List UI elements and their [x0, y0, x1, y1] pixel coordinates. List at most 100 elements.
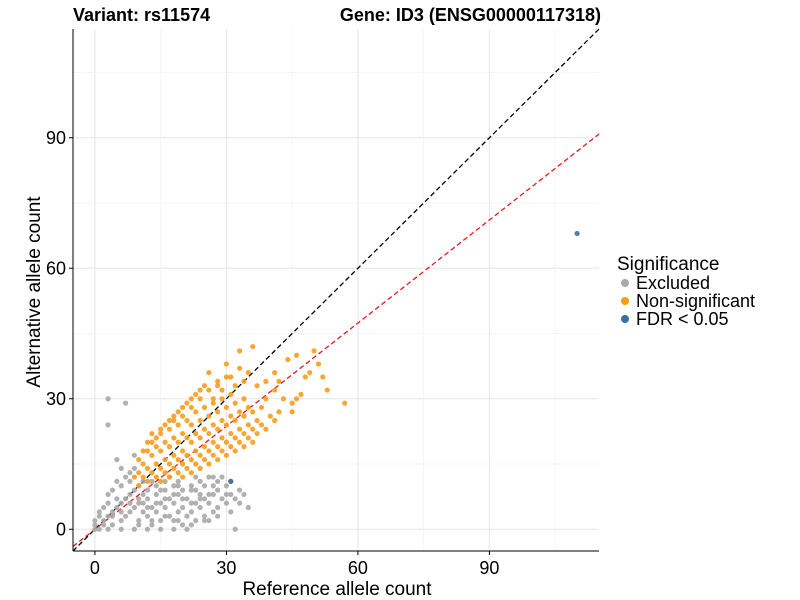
series-non-significant [131, 343, 348, 489]
data-point [175, 422, 181, 428]
data-point [267, 413, 273, 419]
data-point [109, 487, 116, 493]
data-point [201, 457, 208, 463]
data-point [232, 526, 238, 532]
data-point [206, 387, 212, 393]
data-point [184, 400, 190, 406]
fit-line [72, 133, 600, 547]
data-point [201, 383, 208, 389]
data-point [175, 483, 181, 489]
data-point [171, 500, 177, 506]
data-point [307, 370, 313, 376]
data-point [153, 483, 159, 489]
data-point [153, 474, 159, 480]
data-point [193, 391, 199, 397]
data-point [223, 422, 230, 428]
data-point [158, 517, 164, 524]
data-point [105, 422, 111, 428]
data-point [232, 400, 238, 406]
data-point [149, 517, 155, 524]
data-point [206, 491, 212, 498]
data-point [210, 483, 216, 489]
data-point [184, 513, 190, 519]
data-point [228, 374, 234, 380]
data-point [197, 435, 203, 441]
data-point [101, 504, 107, 511]
data-point [228, 430, 234, 437]
data-point [285, 357, 291, 363]
data-point [215, 478, 221, 484]
data-point [206, 413, 212, 419]
data-point [175, 517, 181, 524]
data-point [193, 461, 199, 467]
data-point [118, 483, 124, 489]
data-point [193, 448, 199, 454]
data-point [118, 465, 124, 471]
data-point [210, 396, 216, 402]
data-point [136, 500, 142, 506]
data-point [158, 526, 164, 532]
data-point [131, 504, 137, 511]
data-point [127, 500, 133, 506]
data-point [228, 478, 234, 484]
data-point [210, 422, 216, 428]
data-point [140, 474, 146, 480]
data-point [280, 396, 286, 402]
data-point [184, 496, 190, 502]
data-point [140, 500, 146, 506]
legend: Significance ExcludedNon-significantFDR … [617, 254, 755, 329]
data-point [201, 404, 208, 411]
data-point [171, 465, 177, 471]
data-point [96, 509, 102, 515]
chart-title-left: Variant: rs11574 [73, 5, 210, 25]
data-point [144, 465, 151, 471]
data-point [201, 496, 208, 502]
chart-title-right: Gene: ID3 (ENSG00000117318) [340, 5, 601, 25]
data-point [127, 509, 133, 515]
data-point [293, 352, 300, 358]
legend-title: Significance [617, 254, 719, 275]
data-point [197, 478, 203, 484]
y-tick-label: 30 [46, 389, 66, 409]
data-point [136, 522, 142, 528]
data-point [179, 487, 186, 493]
data-point [258, 422, 265, 428]
y-axis-title: Alternative allele count [24, 196, 45, 388]
data-point [109, 509, 116, 515]
data-point [131, 526, 137, 532]
data-point [232, 417, 238, 424]
data-point [184, 526, 190, 532]
data-point [153, 461, 159, 467]
data-point [162, 478, 168, 484]
data-point [162, 422, 168, 428]
data-point [193, 487, 199, 493]
data-point [223, 404, 230, 411]
data-point [201, 483, 208, 489]
data-point [188, 487, 194, 493]
data-point [179, 522, 186, 528]
data-point [149, 430, 155, 437]
data-point [140, 491, 146, 498]
data-point [320, 374, 326, 380]
data-point [114, 504, 120, 511]
data-point [131, 465, 137, 471]
data-point [158, 448, 164, 454]
data-point [193, 409, 199, 415]
data-point [105, 491, 111, 498]
data-point [236, 500, 243, 506]
data-point [206, 461, 212, 467]
data-point [210, 400, 216, 406]
data-point [131, 487, 137, 493]
data-point [175, 478, 181, 484]
data-point [123, 513, 129, 519]
data-point [272, 370, 278, 376]
data-point [250, 409, 256, 415]
data-point [206, 517, 212, 524]
data-point [263, 378, 269, 384]
data-point [188, 500, 194, 506]
data-point [140, 448, 146, 454]
y-tick-label: 0 [56, 519, 66, 539]
data-point [245, 370, 251, 376]
data-point [114, 496, 120, 502]
data-point [206, 430, 212, 437]
